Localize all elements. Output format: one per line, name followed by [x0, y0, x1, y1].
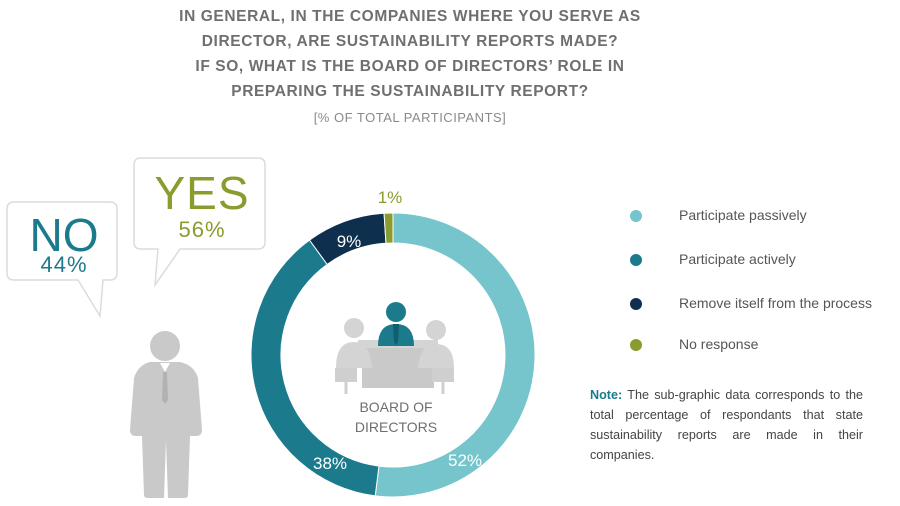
donut-slice-labels: 52% 38% 9% 1% [313, 188, 482, 473]
yes-speech-bubble-icon [133, 157, 266, 288]
no-speech-bubble-icon [6, 201, 118, 319]
title-line-1: IN GENERAL, IN THE COMPANIES WHERE YOU S… [179, 8, 641, 25]
donut-center-label-line-1: BOARD OF [359, 399, 432, 415]
title-line-3: IF SO, WHAT IS THE BOARD OF DIRECTORS’ R… [195, 58, 625, 75]
chart-subtitle: [% OF TOTAL PARTICIPANTS] [313, 110, 507, 125]
no-label: NO [29, 209, 99, 261]
title-line-2: DIRECTOR, ARE SUSTAINABILITY REPORTS MAD… [201, 33, 619, 50]
legend-label-no-response: No response [679, 336, 759, 352]
chart-title: IN GENERAL, IN THE COMPANIES WHERE YOU S… [150, 4, 670, 104]
legend-label-passive: Participate passively [679, 207, 807, 223]
legend-dot-icon [630, 254, 642, 266]
title-line-4: PREPARING THE SUSTAINABILITY REPORT? [231, 83, 589, 100]
legend-dot-icon [630, 339, 642, 351]
person-icon [130, 331, 202, 498]
board-meeting-icon [335, 302, 454, 394]
donut-label-active: 38% [313, 454, 347, 473]
legend-dot-icon [630, 210, 642, 222]
legend-label-remove: Remove itself from the process [679, 295, 872, 311]
donut-label-no-response: 1% [378, 188, 403, 207]
legend-label-active: Participate actively [679, 251, 796, 267]
note: Note: The sub-graphic data corresponds t… [590, 385, 863, 465]
yes-label: YES [154, 167, 250, 219]
no-value: 44% [40, 252, 88, 277]
note-text: The sub-graphic data corresponds to the … [590, 388, 863, 462]
donut-label-remove: 9% [337, 232, 362, 251]
yes-value: 56% [178, 217, 226, 242]
legend-dot-icon [630, 298, 642, 310]
donut-slice-no-response [383, 212, 394, 244]
note-label: Note: [590, 388, 623, 402]
donut-slices [250, 212, 536, 498]
donut-label-passive: 52% [448, 451, 482, 470]
donut-slice-passive [374, 212, 536, 498]
donut-center-label-line-2: DIRECTORS [355, 419, 437, 435]
